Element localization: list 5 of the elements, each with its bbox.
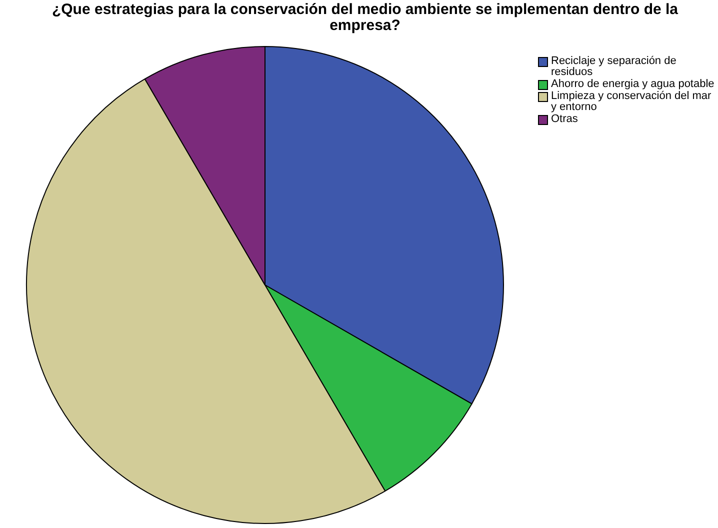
legend-label: Otras bbox=[551, 113, 578, 125]
legend-label: Reciclaje y separación de residuos bbox=[551, 55, 678, 78]
legend-label: Ahorro de energia y agua potable bbox=[551, 78, 714, 90]
legend-label: Limpieza y conservación del mar y entorno bbox=[551, 90, 712, 113]
chart-title: ¿Que estrategias para la conservación del medio ambiente se implementan dentro de la empresa? bbox=[50, 1, 680, 34]
